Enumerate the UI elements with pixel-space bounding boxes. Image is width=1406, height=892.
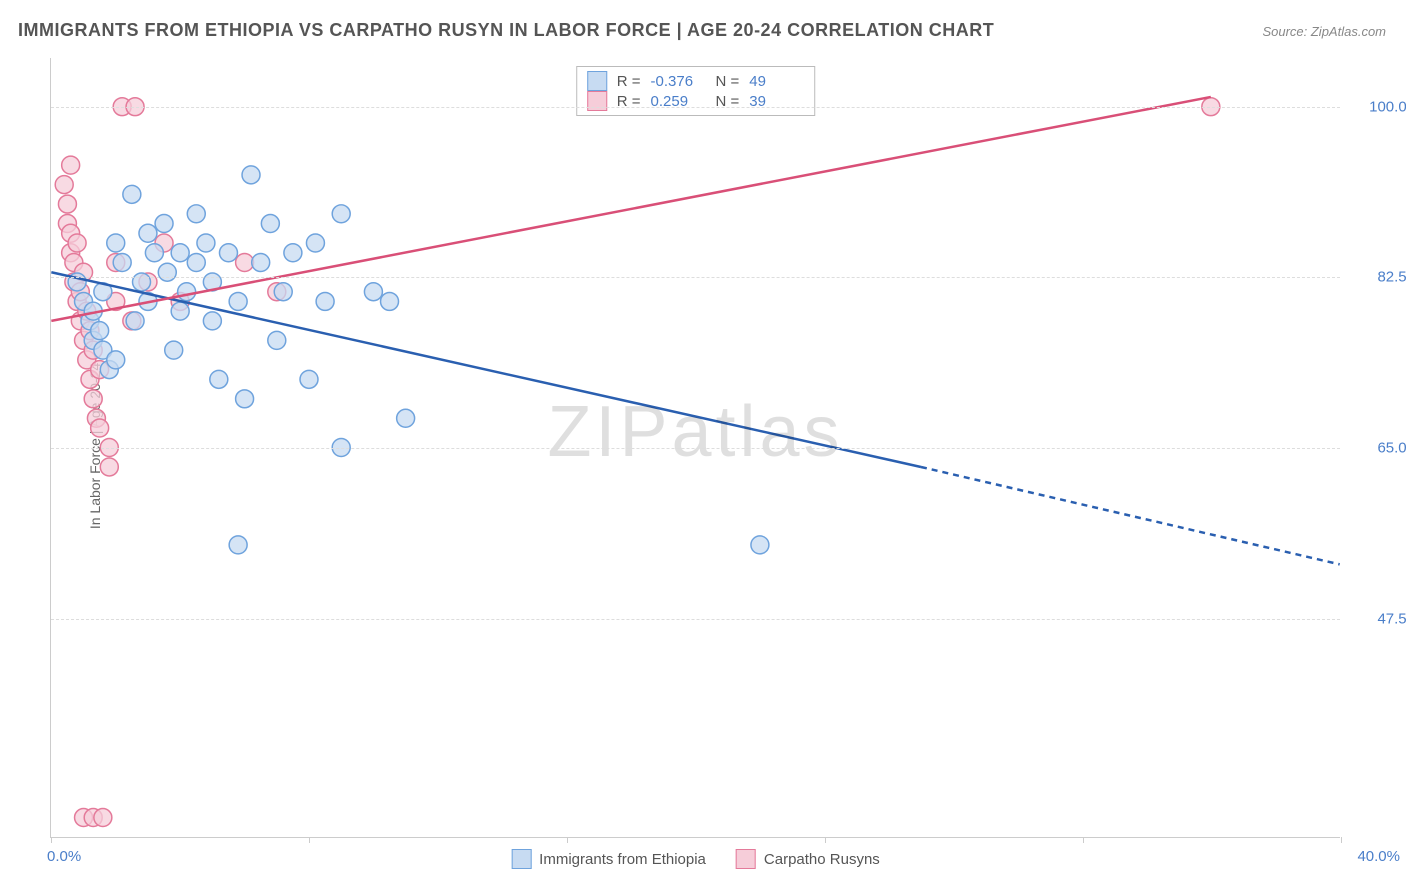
trend-line: [921, 467, 1340, 564]
n-value-ethiopia: 49: [749, 73, 804, 90]
data-point: [84, 390, 102, 408]
data-point: [236, 253, 254, 271]
data-point: [229, 292, 247, 310]
data-point: [364, 283, 382, 301]
data-point: [397, 409, 415, 427]
x-min-label: 0.0%: [47, 848, 81, 865]
data-point: [171, 244, 189, 262]
x-max-label: 40.0%: [1357, 848, 1400, 865]
data-point: [284, 244, 302, 262]
x-tick: [1083, 837, 1084, 843]
data-point: [91, 419, 109, 437]
data-point: [171, 302, 189, 320]
data-point: [123, 185, 141, 203]
x-tick: [309, 837, 310, 843]
n-label: N =: [716, 73, 740, 90]
data-point: [155, 215, 173, 233]
swatch-rusyn: [587, 91, 607, 111]
data-point: [139, 224, 157, 242]
data-point: [306, 234, 324, 252]
data-point: [107, 234, 125, 252]
legend-row-ethiopia: R = -0.376 N = 49: [587, 71, 805, 91]
data-point: [219, 244, 237, 262]
x-tick: [567, 837, 568, 843]
legend-correlation: R = -0.376 N = 49 R = 0.259 N = 39: [576, 66, 816, 116]
gridline: [51, 107, 1340, 108]
data-point: [187, 253, 205, 271]
data-point: [236, 390, 254, 408]
data-point: [100, 458, 118, 476]
swatch-rusyn: [736, 849, 756, 869]
data-point: [381, 292, 399, 310]
data-point: [91, 322, 109, 340]
y-tick-label: 100.0%: [1369, 98, 1406, 115]
gridline: [51, 277, 1340, 278]
data-point: [300, 370, 318, 388]
gridline: [51, 619, 1340, 620]
source-label: Source: ZipAtlas.com: [1262, 24, 1386, 39]
legend-label-ethiopia: Immigrants from Ethiopia: [539, 851, 706, 868]
data-point: [274, 283, 292, 301]
legend-item-rusyn: Carpatho Rusyns: [736, 849, 880, 869]
y-tick-label: 47.5%: [1377, 610, 1406, 627]
data-point: [178, 283, 196, 301]
trend-line: [51, 97, 1211, 321]
data-point: [252, 253, 270, 271]
legend-series: Immigrants from Ethiopia Carpatho Rusyns: [511, 849, 880, 869]
data-point: [55, 176, 73, 194]
x-tick: [825, 837, 826, 843]
data-point: [113, 253, 131, 271]
r-value-ethiopia: -0.376: [651, 73, 706, 90]
y-tick-label: 82.5%: [1377, 269, 1406, 286]
data-point: [197, 234, 215, 252]
x-tick: [1341, 837, 1342, 843]
data-point: [332, 205, 350, 223]
data-point: [261, 215, 279, 233]
trend-line: [51, 272, 921, 467]
data-point: [126, 312, 144, 330]
data-point: [158, 263, 176, 281]
data-point: [229, 536, 247, 554]
data-point: [58, 195, 76, 213]
y-tick-label: 65.0%: [1377, 440, 1406, 457]
data-point: [187, 205, 205, 223]
legend-item-ethiopia: Immigrants from Ethiopia: [511, 849, 706, 869]
data-point: [94, 809, 112, 827]
data-point: [316, 292, 334, 310]
data-point: [165, 341, 183, 359]
gridline: [51, 448, 1340, 449]
data-point: [145, 244, 163, 262]
legend-label-rusyn: Carpatho Rusyns: [764, 851, 880, 868]
data-point: [268, 331, 286, 349]
swatch-ethiopia: [511, 849, 531, 869]
chart-title: IMMIGRANTS FROM ETHIOPIA VS CARPATHO RUS…: [18, 20, 994, 41]
data-point: [62, 156, 80, 174]
data-point: [751, 536, 769, 554]
data-point: [242, 166, 260, 184]
swatch-ethiopia: [587, 71, 607, 91]
data-point: [133, 273, 151, 291]
data-point: [107, 351, 125, 369]
r-label: R =: [617, 73, 641, 90]
legend-row-rusyn: R = 0.259 N = 39: [587, 91, 805, 111]
data-point: [203, 312, 221, 330]
data-point: [68, 234, 86, 252]
x-tick: [51, 837, 52, 843]
plot-area: ZIPatlas R = -0.376 N = 49 R = 0.259 N =…: [50, 58, 1340, 838]
data-point: [210, 370, 228, 388]
